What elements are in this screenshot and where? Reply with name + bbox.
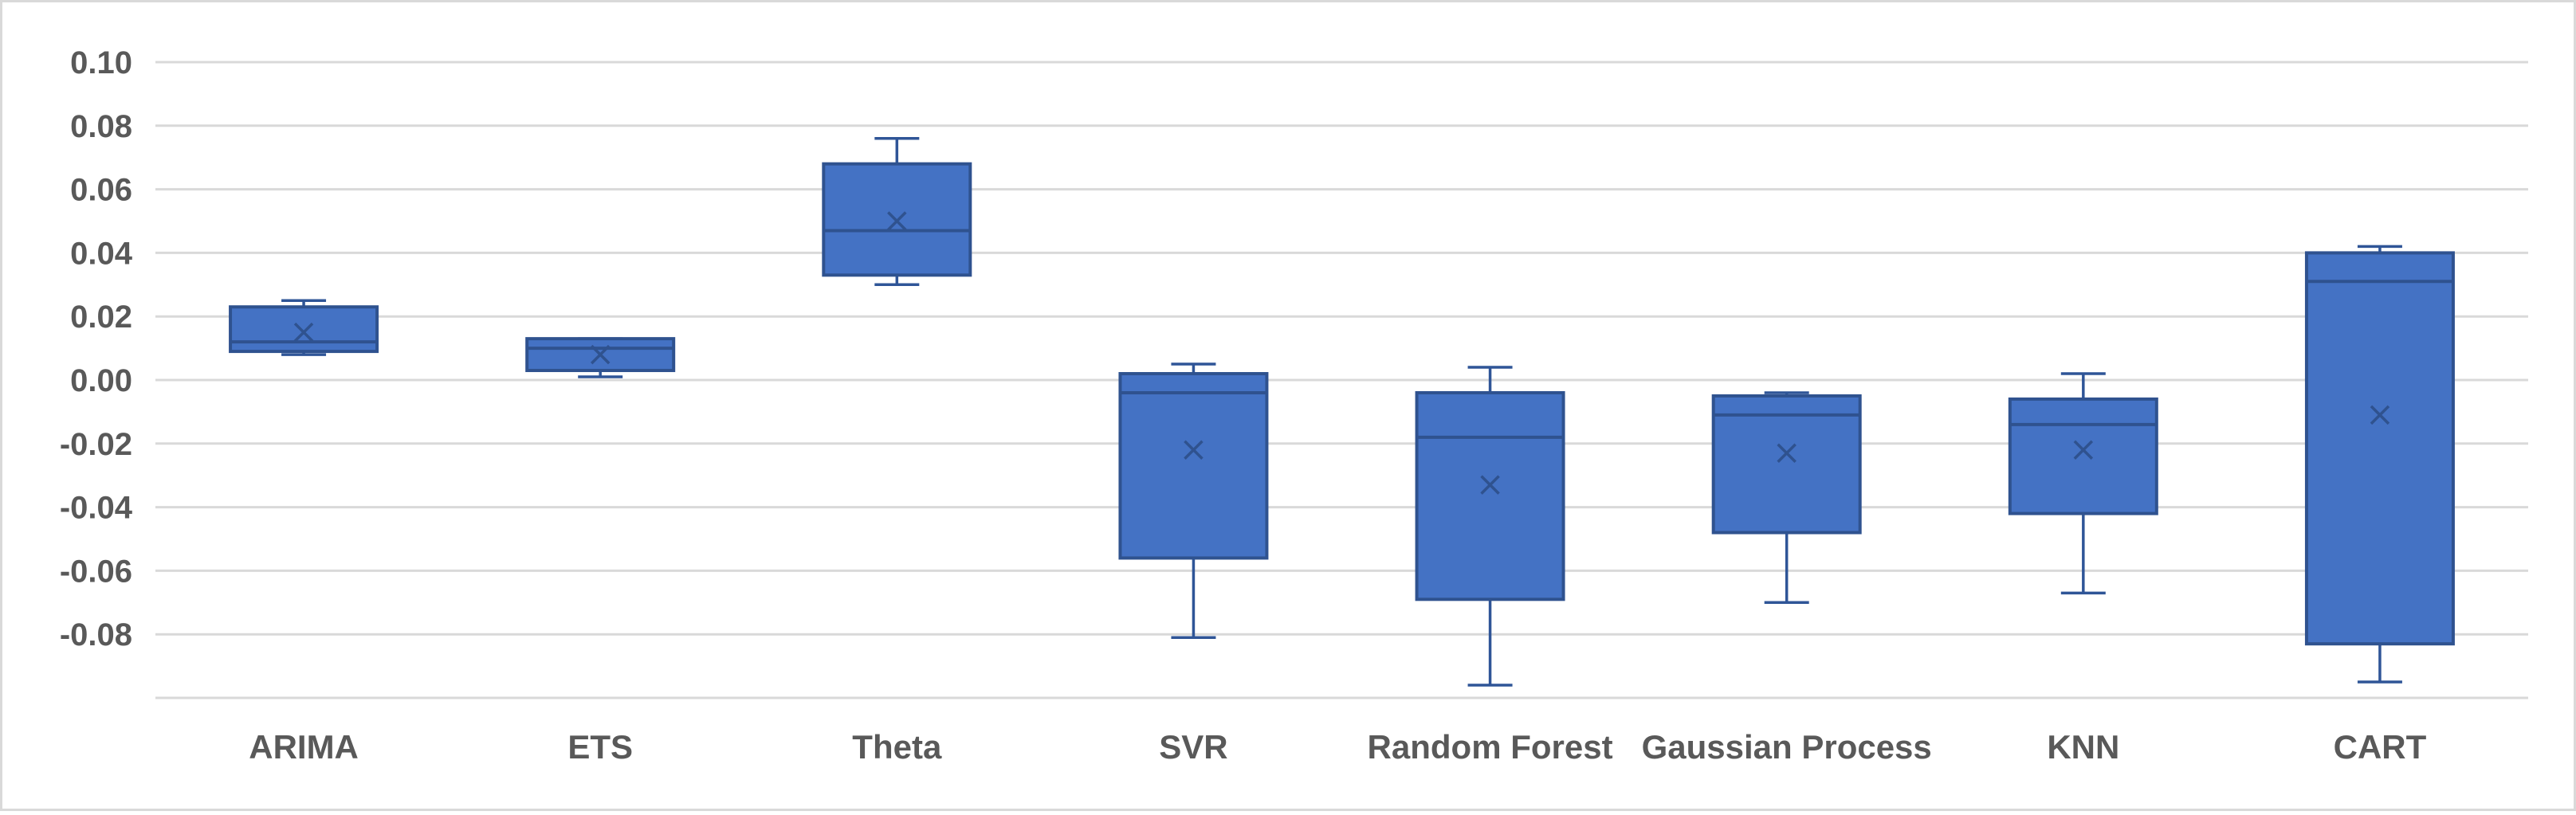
- y-tick-label: -0.08: [60, 617, 132, 652]
- y-tick-label: 0.02: [70, 300, 132, 335]
- x-category-label: ETS: [567, 728, 633, 766]
- mean-marker: [1184, 440, 1204, 460]
- iqr-box: [1711, 394, 1862, 535]
- iqr-box: [525, 337, 676, 373]
- mean-marker: [1480, 475, 1500, 495]
- iqr-box: [1415, 390, 1565, 601]
- iqr-box: [2008, 397, 2158, 515]
- mean-marker: [2370, 405, 2390, 425]
- box-cart: [2304, 245, 2455, 684]
- iqr-box: [2304, 251, 2455, 646]
- x-category-label: CART: [2334, 728, 2427, 766]
- y-tick-label: 0.04: [70, 236, 133, 271]
- y-tick-label: -0.04: [60, 491, 133, 526]
- y-tick-label: -0.06: [60, 554, 132, 589]
- y-tick-label: 0.06: [70, 173, 132, 208]
- box-knn: [2008, 372, 2158, 595]
- iqr-box: [229, 305, 379, 354]
- y-tick-label: 0.00: [70, 363, 132, 398]
- x-category-label: Gaussian Process: [1642, 728, 1932, 766]
- x-axis-category-labels: ARIMA ETS Theta SVR Random Forest Gaussian Pr…: [249, 728, 2426, 766]
- iqr-box: [1118, 372, 1269, 560]
- box-gaussian-process: [1711, 391, 1862, 605]
- y-tick-label: -0.02: [60, 427, 132, 462]
- x-category-label: KNN: [2047, 728, 2119, 766]
- x-category-label: ARIMA: [249, 728, 359, 766]
- mean-marker: [293, 322, 314, 343]
- y-tick-label: 0.10: [70, 45, 132, 80]
- x-category-label: Theta: [852, 728, 942, 766]
- box-theta: [822, 137, 972, 287]
- box-arima: [229, 299, 379, 356]
- box-svr: [1118, 362, 1269, 639]
- mean-marker: [2073, 440, 2094, 460]
- mean-marker: [887, 211, 907, 231]
- y-axis-tick-labels: 0.10 0.08 0.06 0.04 0.02 0.00 -0.02 -0.04 -0.06 -…: [60, 45, 133, 652]
- x-category-label: Random Forest: [1368, 728, 1613, 766]
- mean-marker: [1777, 443, 1797, 464]
- mean-marker: [590, 344, 611, 365]
- box-random-forest: [1415, 366, 1565, 687]
- box-series: [229, 137, 2455, 687]
- box-ets: [525, 337, 676, 378]
- y-tick-label: 0.08: [70, 109, 132, 144]
- x-category-label: SVR: [1159, 728, 1227, 766]
- gridlines: [155, 61, 2528, 636]
